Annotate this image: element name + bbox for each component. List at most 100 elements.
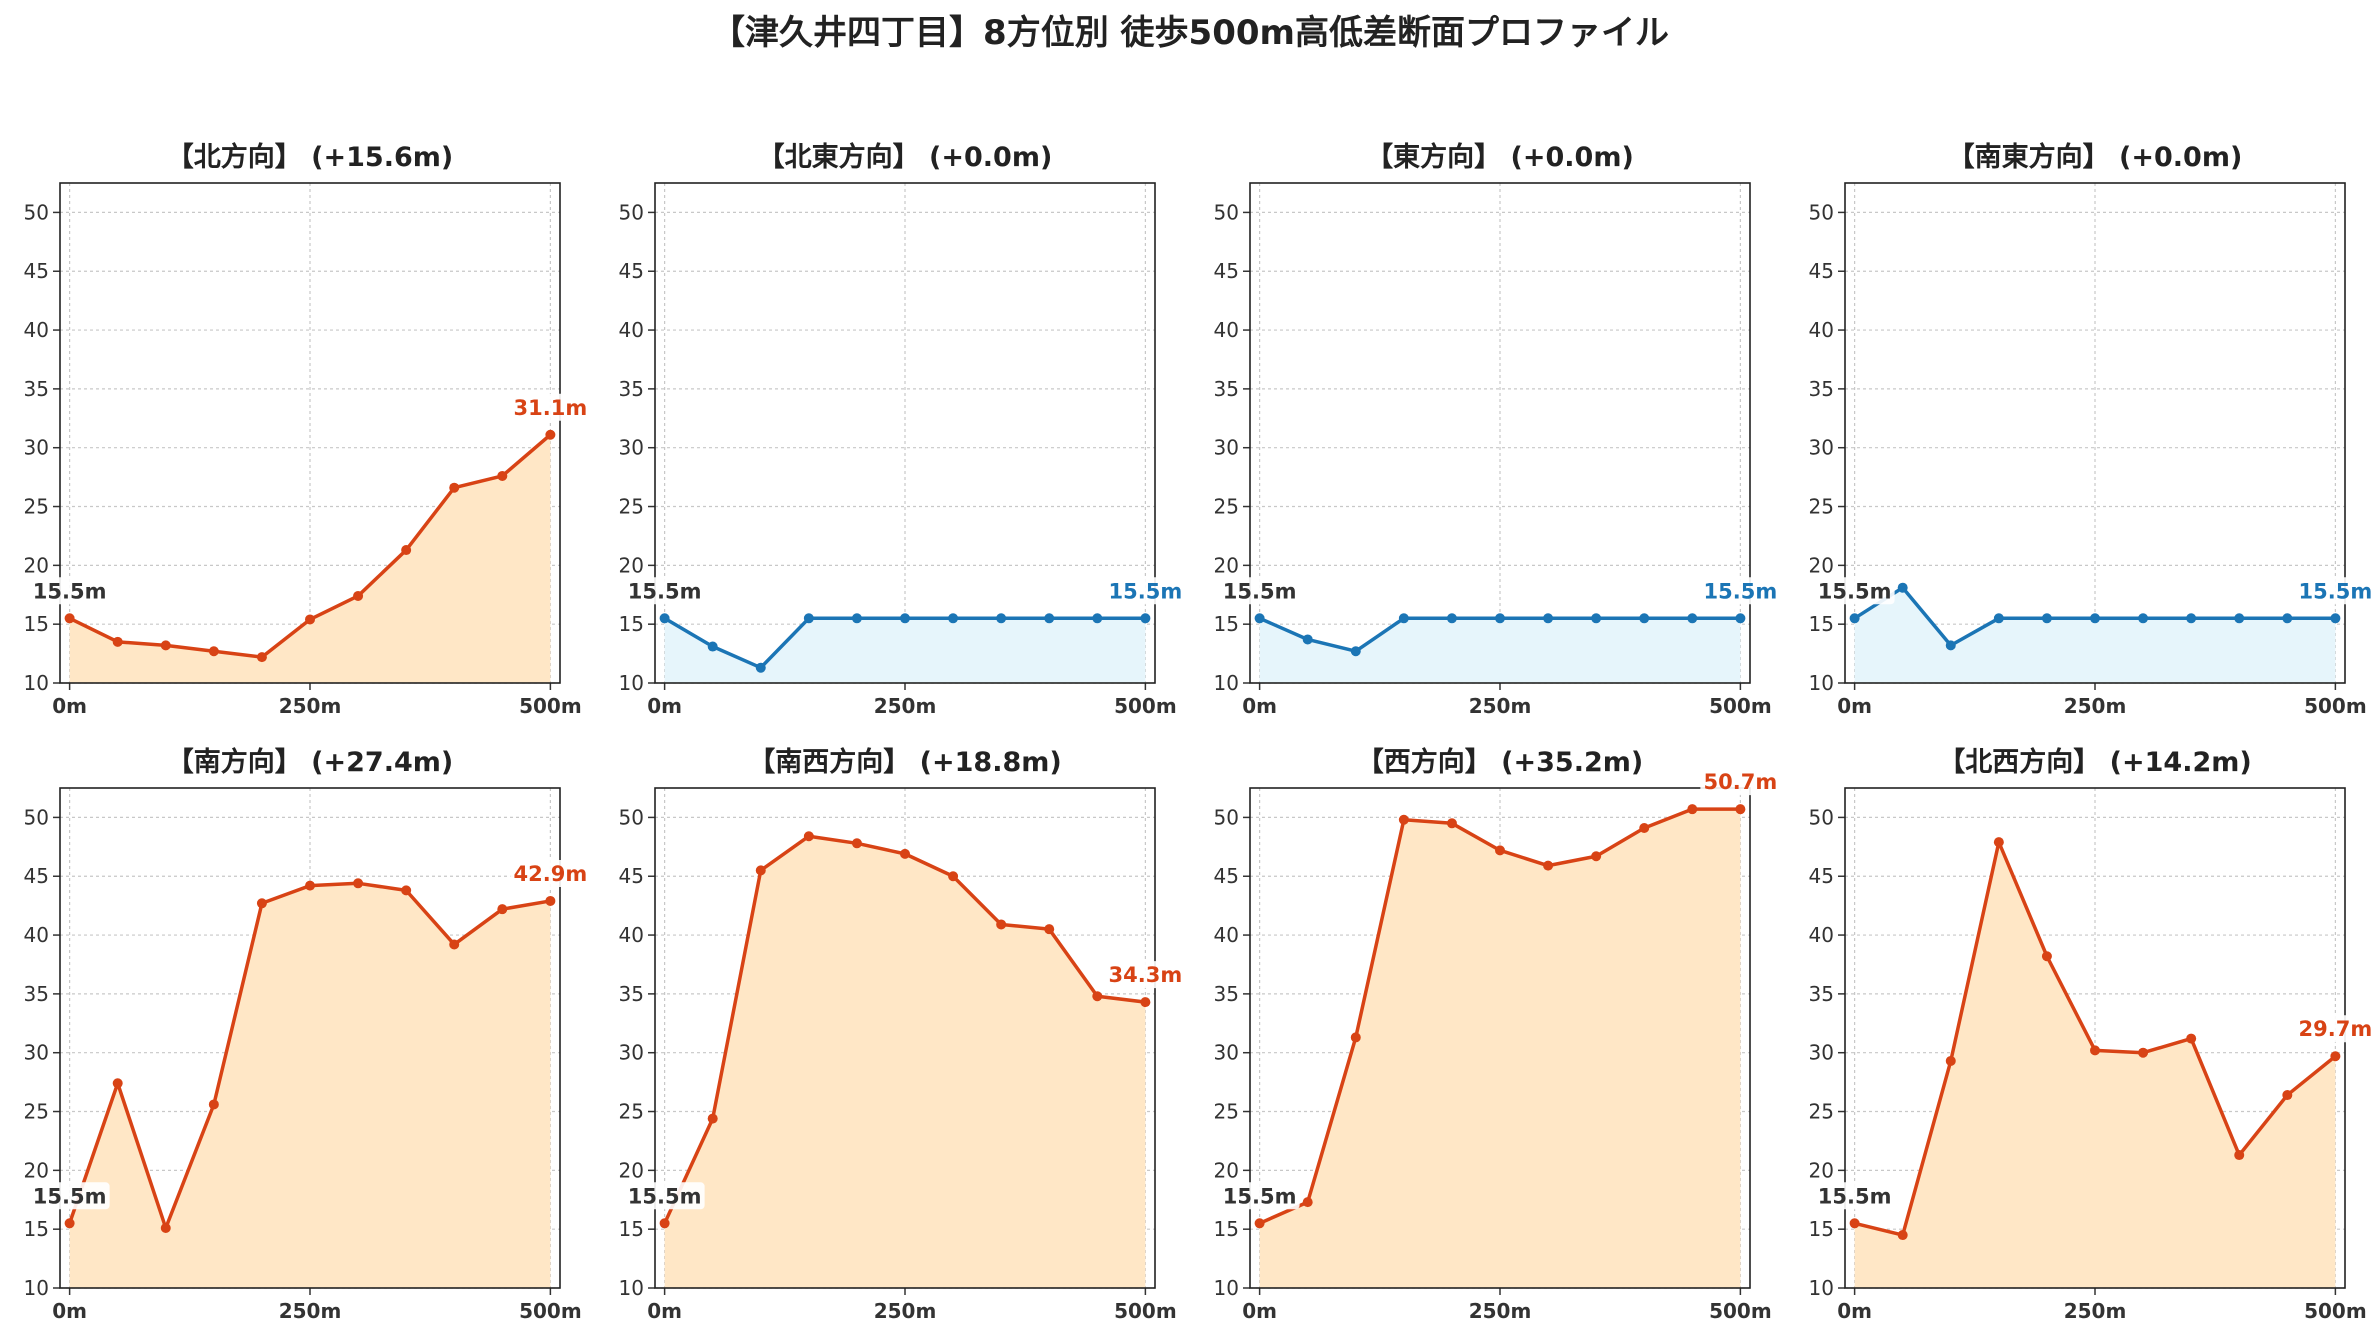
- y-tick-label: 35: [619, 982, 644, 1006]
- x-tick-label: 500m: [1709, 694, 1772, 718]
- profile-point: [1140, 997, 1151, 1008]
- profile-point: [1044, 613, 1055, 624]
- axes-frame: [654, 787, 1156, 1289]
- panel-title: 【北方向】 (+15.6m): [167, 141, 453, 173]
- profile-point: [1849, 613, 1860, 624]
- y-tick-label: 40: [1809, 923, 1834, 947]
- y-tick-label: 40: [619, 318, 644, 342]
- y-tick-label: 15: [619, 1217, 644, 1241]
- profile-point: [1849, 1218, 1860, 1229]
- profile-point: [948, 613, 959, 624]
- end-label-box: [1700, 577, 1781, 605]
- y-tick-label: 10: [619, 671, 644, 695]
- profile-area: [664, 618, 1146, 683]
- profile-point: [2186, 1033, 2197, 1044]
- profile-point: [1254, 613, 1265, 624]
- axes-frame: [1249, 182, 1751, 684]
- start-label-box: [29, 1182, 110, 1210]
- y-tick-label: 10: [619, 1276, 644, 1300]
- y-tick-label: 20: [1214, 553, 1239, 577]
- y-tick-label: 20: [619, 1158, 644, 1182]
- panel-title: 【南方向】 (+27.4m): [167, 746, 453, 778]
- x-tick-label: 500m: [519, 1299, 582, 1323]
- x-tick-label: 250m: [1469, 1299, 1532, 1323]
- x-tick-label: 250m: [1469, 694, 1532, 718]
- x-tick-label: 250m: [279, 1299, 342, 1323]
- y-tick-label: 40: [619, 923, 644, 947]
- profile-point: [707, 641, 718, 652]
- start-label-box: [1814, 577, 1895, 605]
- panel-title: 【北東方向】 (+0.0m): [758, 141, 1053, 173]
- axes-frame: [1249, 787, 1751, 1289]
- end-elevation-label: 42.9m: [514, 862, 588, 886]
- profile-point: [112, 1078, 123, 1089]
- profile-point: [1591, 613, 1602, 624]
- profile-point: [497, 904, 508, 915]
- profile-point: [803, 831, 814, 842]
- end-elevation-label: 31.1m: [514, 396, 588, 420]
- profile-point: [1044, 924, 1055, 935]
- y-tick-label: 25: [1809, 495, 1834, 519]
- x-tick-label: 0m: [52, 694, 87, 718]
- x-tick-label: 250m: [2064, 1299, 2127, 1323]
- y-tick-label: 10: [1809, 671, 1834, 695]
- x-tick-label: 500m: [519, 694, 582, 718]
- profile-point: [2041, 613, 2052, 624]
- y-tick-label: 30: [24, 1041, 49, 1065]
- x-tick-label: 0m: [647, 694, 682, 718]
- end-label-box: [510, 859, 591, 887]
- y-tick-label: 50: [1809, 200, 1834, 224]
- profile-point: [1639, 613, 1650, 624]
- profile-point: [659, 1218, 670, 1229]
- profile-point: [2090, 613, 2100, 624]
- y-tick-label: 20: [24, 553, 49, 577]
- profile-point: [64, 613, 75, 624]
- y-tick-label: 15: [1214, 1217, 1239, 1241]
- profile-point: [1398, 814, 1409, 825]
- profile-point: [208, 1099, 219, 1110]
- y-tick-label: 45: [24, 259, 49, 283]
- y-tick-label: 30: [1809, 436, 1834, 460]
- y-tick-label: 35: [24, 982, 49, 1006]
- start-label-box: [29, 577, 110, 605]
- profile-point: [851, 613, 862, 624]
- y-tick-label: 15: [1214, 612, 1239, 636]
- y-tick-label: 50: [1214, 200, 1239, 224]
- profile-point: [353, 878, 364, 889]
- y-tick-label: 35: [619, 377, 644, 401]
- y-tick-label: 10: [24, 671, 49, 695]
- x-tick-label: 250m: [2064, 694, 2127, 718]
- panel-title: 【西方向】 (+35.2m): [1357, 746, 1643, 778]
- y-tick-label: 35: [1214, 982, 1239, 1006]
- panel-title: 【南西方向】 (+18.8m): [748, 746, 1061, 778]
- y-tick-label: 10: [1214, 1276, 1239, 1300]
- profile-point: [305, 880, 315, 891]
- start-elevation-label: 15.5m: [1818, 1184, 1892, 1208]
- profile-point: [256, 652, 267, 663]
- y-tick-label: 25: [24, 495, 49, 519]
- profile-point: [1446, 818, 1457, 829]
- start-elevation-label: 15.5m: [33, 579, 107, 603]
- y-tick-label: 50: [24, 805, 49, 829]
- profile-point: [1092, 991, 1103, 1002]
- y-tick-label: 40: [1214, 923, 1239, 947]
- x-tick-label: 0m: [1837, 1299, 1872, 1323]
- profile-point: [2186, 613, 2197, 624]
- y-tick-label: 50: [1214, 805, 1239, 829]
- x-tick-label: 500m: [1709, 1299, 1772, 1323]
- y-tick-label: 35: [1809, 377, 1834, 401]
- x-tick-label: 500m: [2304, 694, 2367, 718]
- y-tick-label: 50: [619, 805, 644, 829]
- profile-point: [659, 613, 670, 624]
- axes-frame: [1844, 182, 2346, 684]
- y-tick-label: 15: [619, 612, 644, 636]
- axes-frame: [59, 182, 561, 684]
- panel-title: 【北西方向】 (+14.2m): [1938, 746, 2251, 778]
- profile-point: [64, 1218, 75, 1229]
- x-tick-label: 500m: [2304, 1299, 2367, 1323]
- profile-point: [1687, 804, 1698, 815]
